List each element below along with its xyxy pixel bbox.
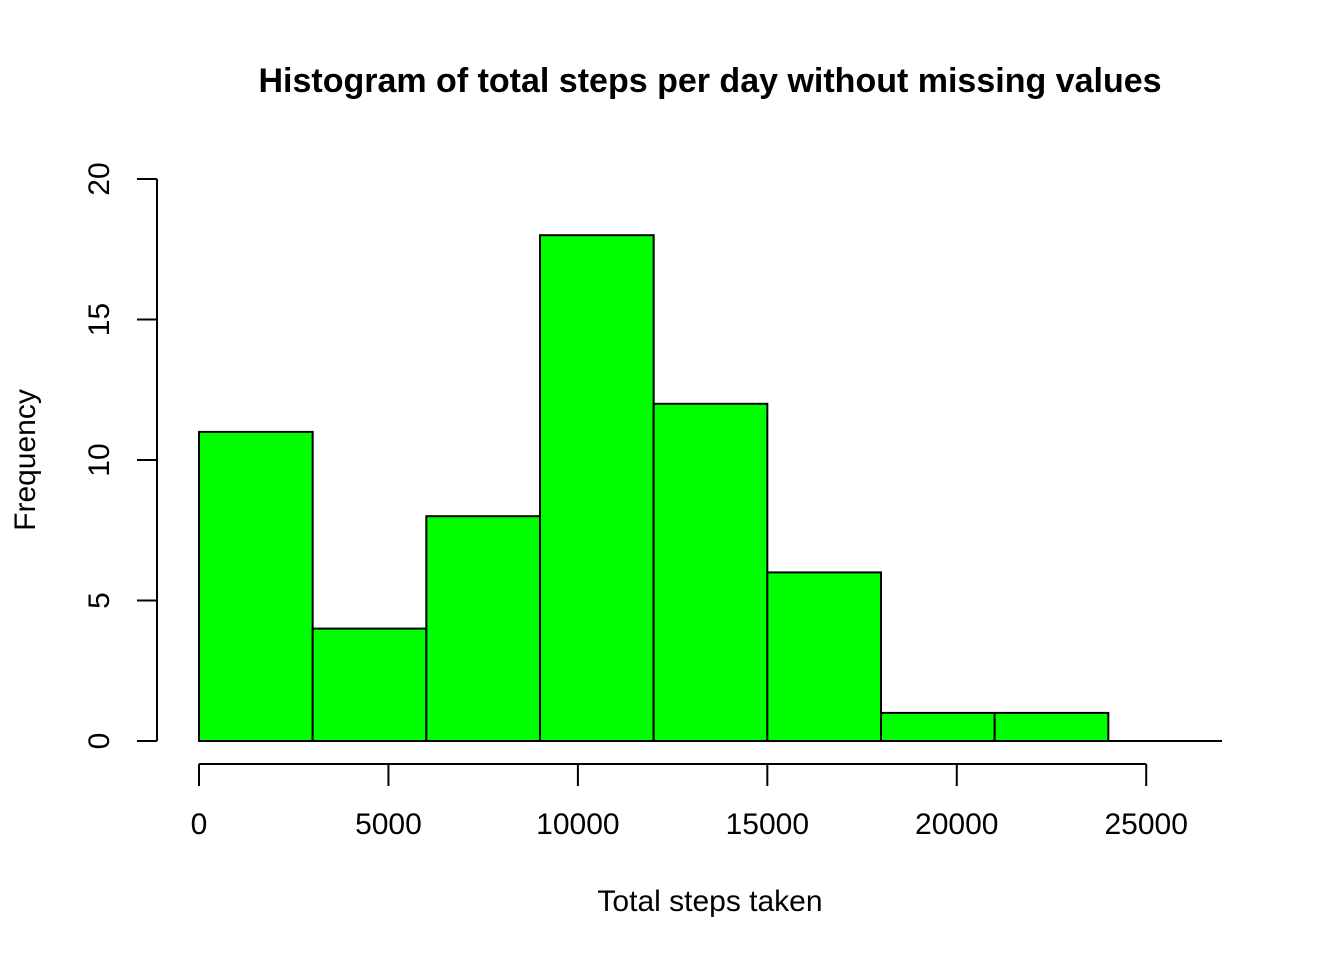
histogram-bar — [880, 711, 996, 743]
y-axis-label: Frequency — [9, 389, 42, 531]
chart-title: Histogram of total steps per day without… — [258, 62, 1161, 100]
y-tick-label: 0 — [83, 733, 116, 750]
histogram-bar — [766, 571, 882, 743]
x-tick-label: 5000 — [355, 808, 422, 841]
x-tick-label: 0 — [191, 808, 208, 841]
histogram-bar — [993, 711, 1110, 743]
x-axis: 0 5000 10000 15000 20000 25000 — [191, 763, 1188, 841]
y-tick-label: 20 — [83, 162, 116, 195]
bars-group — [198, 234, 1110, 743]
histogram-bar — [198, 430, 314, 742]
y-tick-label: 15 — [83, 303, 116, 336]
histogram-bar — [311, 627, 428, 742]
x-tick-label: 25000 — [1105, 808, 1188, 841]
y-tick-label: 10 — [83, 443, 116, 476]
histogram-bar — [539, 234, 655, 742]
y-tick-label: 5 — [83, 592, 116, 609]
x-tick-label: 20000 — [915, 808, 998, 841]
x-tick-label: 10000 — [536, 808, 619, 841]
x-axis-label: Total steps taken — [597, 885, 822, 918]
x-tick-label: 15000 — [726, 808, 809, 841]
histogram-bar — [425, 515, 542, 743]
histogram-bar — [652, 402, 769, 742]
y-axis: 0 5 10 15 20 — [83, 162, 158, 750]
